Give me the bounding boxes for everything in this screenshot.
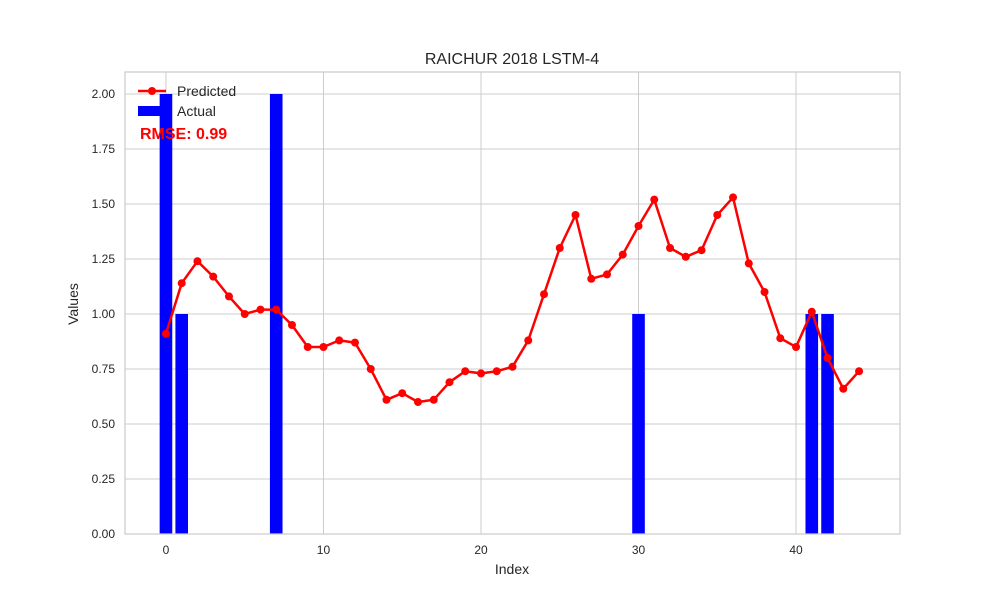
predicted-point [445, 378, 454, 387]
y-tick-label: 2.00 [92, 87, 116, 101]
predicted-point [508, 362, 517, 371]
x-tick-label: 40 [789, 543, 803, 557]
axis-ticks: 0 10 20 30 40 0.00 0.25 0.50 0.75 1.00 1.25 1.50 1.7… [92, 87, 803, 557]
x-tick-label: 20 [474, 543, 488, 557]
predicted-point [366, 365, 375, 373]
legend-actual-label: Actual [177, 103, 216, 119]
predicted-point [161, 329, 170, 338]
legend-predicted-label: Predicted [177, 83, 236, 99]
predicted-point [571, 211, 580, 219]
predicted-point [429, 395, 438, 404]
actual-bar [821, 314, 834, 534]
predicted-point [650, 195, 659, 204]
legend-actual-swatch [138, 106, 166, 116]
predicted-point [697, 246, 706, 255]
legend-predicted-marker [148, 87, 156, 95]
y-tick-label: 1.00 [92, 307, 116, 321]
predicted-point [760, 288, 769, 296]
predicted-point [823, 354, 832, 362]
predicted-point [729, 193, 738, 202]
predicted-point [461, 367, 470, 376]
predicted-point [287, 321, 296, 329]
predicted-point [540, 290, 549, 299]
predicted-point [413, 398, 422, 406]
x-tick-label: 0 [163, 543, 170, 557]
predicted-point [492, 367, 501, 376]
y-tick-label: 1.75 [92, 142, 116, 156]
actual-bars [159, 94, 834, 534]
predicted-point [839, 384, 848, 393]
predicted-point [350, 338, 359, 347]
predicted-point [744, 259, 753, 268]
predicted-point [476, 369, 485, 378]
y-tick-label: 1.50 [92, 197, 116, 211]
chart-title: RAICHUR 2018 LSTM-4 [425, 51, 599, 68]
rmse-annotation: RMSE: 0.99 [140, 126, 227, 143]
predicted-point [634, 222, 643, 230]
predicted-point [240, 310, 249, 318]
y-tick-label: 0.50 [92, 417, 116, 431]
y-axis-label: Values [65, 283, 81, 325]
y-tick-label: 0.75 [92, 362, 116, 376]
predicted-point [224, 292, 233, 301]
predicted-point [587, 274, 596, 283]
predicted-point [792, 343, 801, 351]
predicted-point [855, 367, 864, 376]
x-axis-label: Index [495, 561, 529, 577]
predicted-point [398, 389, 407, 398]
actual-bar [632, 314, 645, 534]
predicted-point [303, 343, 312, 351]
y-tick-label: 0.25 [92, 472, 116, 486]
predicted-point [524, 336, 533, 345]
predicted-point [618, 250, 627, 259]
predicted-point [603, 270, 612, 279]
y-tick-label: 1.25 [92, 252, 116, 266]
predicted-point [319, 343, 328, 351]
x-tick-label: 30 [632, 543, 646, 557]
predicted-point [177, 279, 186, 288]
plot-frame [124, 71, 901, 535]
predicted-line [161, 193, 864, 406]
predicted-point [335, 336, 344, 345]
predicted-point [382, 395, 391, 404]
predicted-point [555, 244, 564, 252]
predicted-point [256, 305, 265, 314]
predicted-point [209, 272, 218, 281]
grid [125, 72, 900, 535]
actual-bar [175, 314, 189, 534]
legend: Predicted Actual [138, 83, 236, 119]
predicted-point [193, 257, 202, 266]
predicted-point [807, 307, 816, 316]
predicted-point [272, 305, 281, 314]
predicted-point [681, 252, 690, 261]
actual-bar [269, 94, 283, 534]
actual-bar [805, 314, 819, 534]
predicted-point [666, 244, 675, 252]
x-tick-label: 10 [317, 543, 331, 557]
actual-bar [159, 94, 173, 534]
y-tick-label: 0.00 [92, 527, 116, 541]
predicted-point [713, 211, 722, 219]
predicted-point [776, 334, 785, 343]
